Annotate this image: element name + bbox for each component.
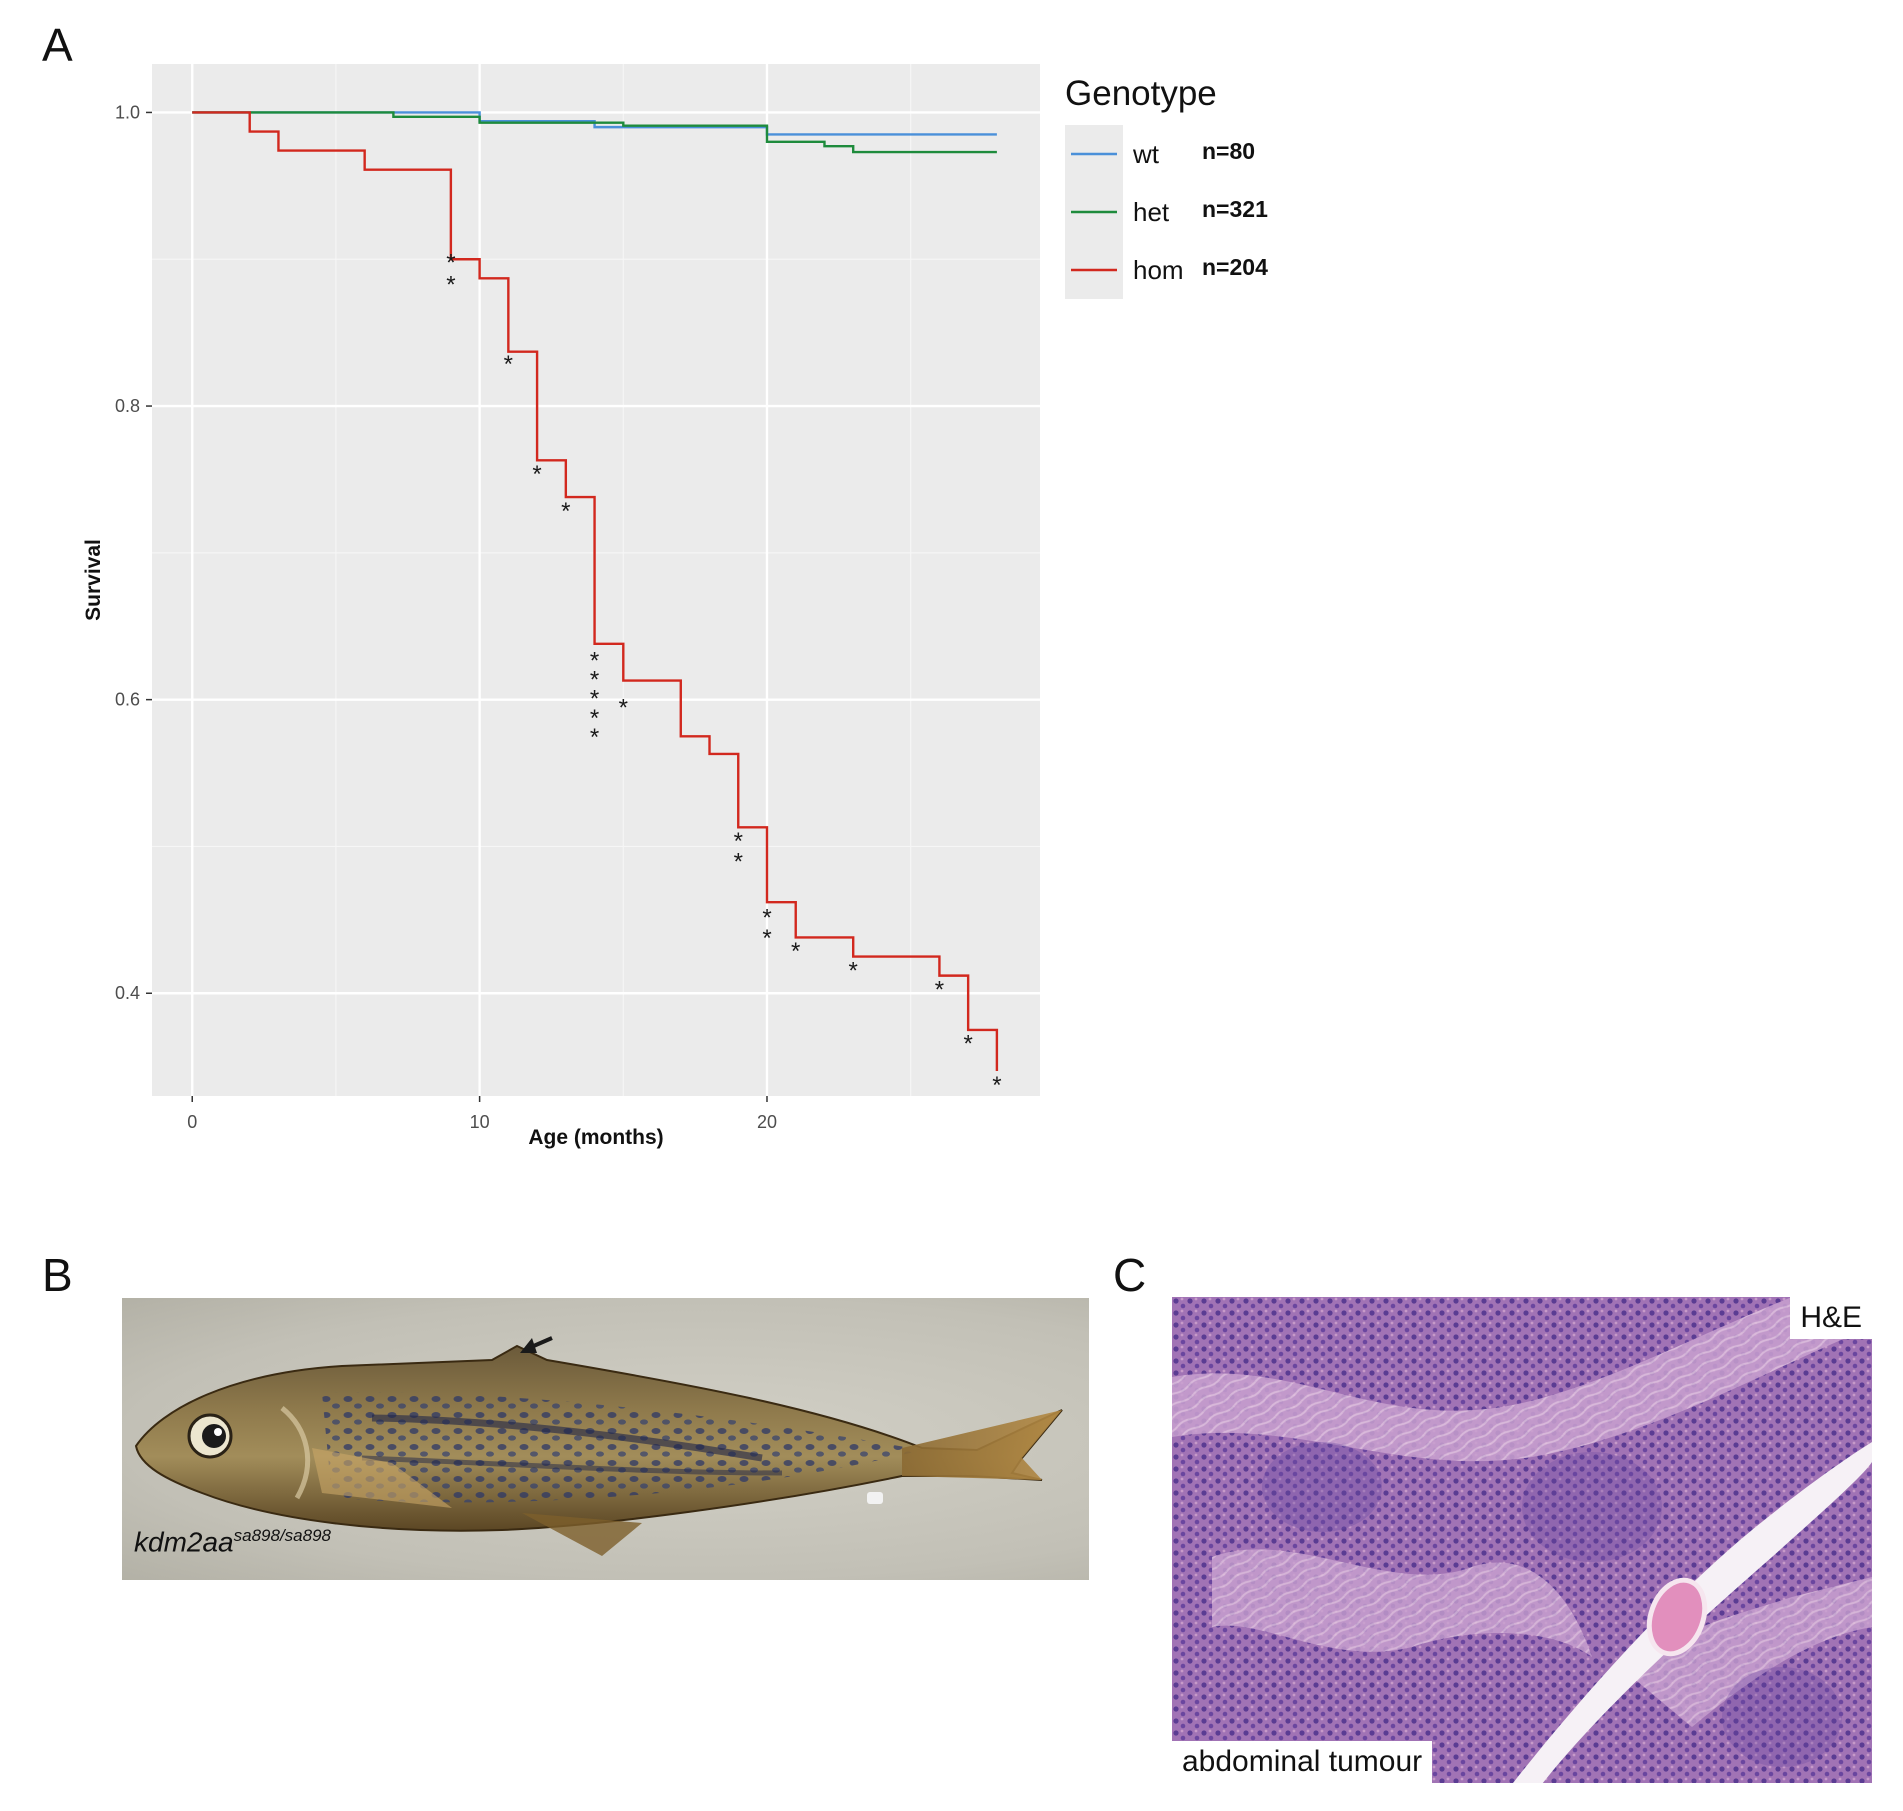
event-marker: *	[762, 904, 771, 931]
event-marker: *	[504, 351, 513, 378]
x-tick-label: 0	[187, 1112, 197, 1132]
genotype-caption-superscript: sa898/sa898	[233, 1526, 331, 1545]
event-marker: *	[561, 498, 570, 525]
plot-background	[152, 64, 1040, 1096]
event-marker: *	[734, 849, 743, 876]
legend-count-wt: n=80	[1202, 138, 1255, 164]
event-marker: *	[532, 461, 541, 488]
event-marker: *	[590, 648, 599, 675]
y-tick-label: 0.6	[115, 690, 140, 710]
legend-label-wt: wt	[1132, 139, 1160, 169]
event-marker: *	[734, 828, 743, 855]
panel-letter-b: B	[42, 1249, 73, 1301]
legend-label-het: het	[1133, 197, 1170, 227]
event-marker: *	[935, 976, 944, 1003]
arrow-icon	[520, 1336, 553, 1353]
x-axis-label: Age (months)	[528, 1126, 663, 1149]
chart-legend: Genotype wt n=80 het n=321 hom n=204	[1065, 74, 1268, 299]
x-tick-label: 20	[757, 1112, 777, 1132]
stain-label: H&E	[1790, 1297, 1872, 1339]
event-marker: *	[849, 957, 858, 984]
event-marker: *	[446, 250, 455, 277]
legend-count-hom: n=204	[1202, 254, 1268, 280]
event-marker: *	[590, 724, 599, 751]
y-tick-label: 0.4	[115, 983, 140, 1003]
genotype-caption: kdm2aasa898/sa898	[134, 1526, 331, 1558]
y-axis-label: Survival	[82, 539, 105, 621]
legend-count-het: n=321	[1202, 196, 1268, 222]
legend-title: Genotype	[1065, 74, 1217, 113]
event-marker: *	[992, 1072, 1001, 1099]
event-marker: *	[963, 1031, 972, 1058]
panel-letter-c: C	[1113, 1249, 1147, 1301]
event-marker: *	[446, 272, 455, 299]
y-tick-label: 1.0	[115, 102, 140, 122]
panel-letter-a: A	[42, 19, 73, 71]
event-marker: *	[619, 695, 628, 722]
series-line-het	[192, 111, 997, 154]
fish-illustration	[134, 1336, 1063, 1556]
fish-photo: kdm2aasa898/sa898	[122, 1298, 1089, 1580]
legend-label-hom: hom	[1133, 255, 1184, 285]
histology-photo: H&E abdominal tumour	[1172, 1297, 1872, 1783]
event-marker: *	[791, 938, 800, 965]
y-tick-label: 0.8	[115, 396, 140, 416]
event-marker: *	[590, 705, 599, 732]
tissue-label: abdominal tumour	[1172, 1741, 1433, 1783]
x-tick-label: 10	[470, 1112, 490, 1132]
event-marker: *	[590, 667, 599, 694]
event-marker: *	[762, 925, 771, 952]
series-line-hom	[192, 111, 999, 1072]
histology-illustration	[1172, 1297, 1872, 1783]
event-marker: *	[590, 686, 599, 713]
genotype-caption-main: kdm2aa	[134, 1526, 234, 1558]
